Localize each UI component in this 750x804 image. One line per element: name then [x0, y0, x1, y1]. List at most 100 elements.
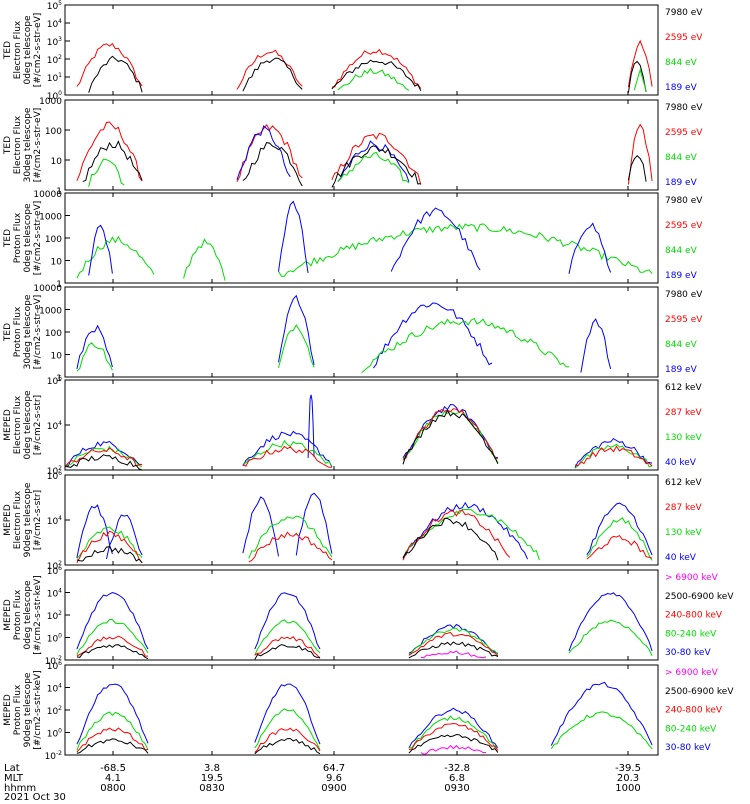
y-tick-label: 1000 [39, 307, 62, 317]
footer-date: 2021 Oct 30 [4, 792, 66, 800]
y-tick-label: 102 [47, 465, 62, 477]
footer-tick-time: 0930 [444, 783, 469, 794]
footer-label-hhmm: hhmm [4, 783, 36, 794]
series-line-3 [76, 722, 499, 753]
y-axis-label: TEDProton Flux0deg telescope[#/cm2-s-str… [3, 201, 43, 276]
legend-entry: 189 eV [665, 178, 698, 188]
panel-6: 102 104 106 MEPEDElectron Flux90deg telesco… [3, 470, 702, 572]
y-axis-label: TEDProton Flux30deg telescope[#/cm2-s-st… [3, 294, 43, 369]
series-line-4 [64, 409, 499, 471]
plot-frame [64, 286, 659, 378]
y-axis-label: TEDElectron Flux0deg telescope[#/cm2-s-s… [3, 13, 43, 88]
legend-entry: 80-240 keV [665, 724, 717, 734]
footer-tick-lat: 3.8 [204, 763, 220, 774]
legend-entry: 7980 eV [665, 290, 703, 300]
panel-7: 10-2 100 102 104 106 MEPEDProton Flux0deg tel… [3, 565, 734, 667]
y-tick-label: 104 [47, 588, 62, 600]
legend-entry: 287 keV [665, 408, 702, 418]
y-tick-label: 10-2 [45, 750, 63, 762]
y-axis-label: MEPEDElectron Flux90deg telescope[#/cm2-… [3, 482, 43, 557]
y-tick-label: 105 [47, 0, 62, 12]
legend-entry: 2500-6900 keV [665, 592, 734, 602]
y-tick-label: 102 [47, 54, 62, 66]
series-line-1 [76, 591, 653, 654]
legend-entry: > 6900 keV [665, 573, 719, 583]
y-tick-label: 104 [47, 515, 62, 527]
footer-tick-mlt: 6.8 [449, 773, 465, 784]
series-line-5 [420, 744, 486, 755]
y-tick-label: 102 [47, 705, 62, 717]
y-tick-label: 100 [47, 728, 62, 740]
legend-entry: 612 keV [665, 383, 702, 393]
series-line-2 [88, 200, 612, 276]
series-line-1 [64, 394, 653, 468]
series-line-1 [76, 223, 653, 281]
plot-frame [64, 192, 659, 284]
y-tick-label: 1 [56, 280, 62, 290]
legend-entry: 40 keV [665, 458, 697, 468]
series-line-1 [76, 39, 653, 90]
series-line-1 [76, 294, 612, 373]
y-axis-label: MEPEDElectron Flux0deg telescope[#/cm2-s… [3, 390, 43, 460]
footer-label-lat: Lat [4, 763, 20, 774]
legend-entry: 287 keV [665, 503, 702, 513]
legend-entry: 189 eV [665, 271, 698, 281]
panel-1: 100 101 102 103 104 105 TEDElectron Flux0deg t… [3, 0, 703, 102]
series-line-4 [76, 733, 499, 755]
legend-entry: 844 eV [665, 340, 698, 350]
footer-tick-time: 0830 [199, 783, 224, 794]
y-tick-label: 10000 [33, 284, 62, 294]
legend-entry: 189 eV [665, 83, 698, 93]
legend-entry: 844 eV [665, 58, 698, 68]
series-line-3 [82, 140, 647, 188]
series-line-2 [76, 317, 570, 374]
y-tick-label: 1 [56, 374, 62, 384]
legend-entry: 7980 eV [665, 103, 703, 113]
legend-entry: 2595 eV [665, 315, 703, 325]
legend-entry: 2595 eV [665, 33, 703, 43]
footer-tick-lat: 64.7 [323, 763, 345, 774]
series-line-3 [64, 408, 653, 468]
footer-tick-lat: -68.5 [100, 763, 126, 774]
legend-entry: 7980 eV [665, 8, 703, 18]
legend-entry: 844 eV [665, 246, 698, 256]
y-tick-label: 104 [47, 683, 62, 695]
plot-frame [64, 569, 659, 661]
series-line-1 [76, 681, 653, 749]
legend-entry: > 6900 keV [665, 668, 719, 678]
legend-entry: 7980 eV [665, 196, 703, 206]
legend-entry: 2595 eV [665, 221, 703, 231]
y-tick-label: 101 [47, 72, 62, 84]
y-axis-label: MEPEDProton Flux0deg telescope[#/cm2-s-s… [3, 575, 43, 654]
footer-tick-mlt: 9.6 [326, 773, 342, 784]
y-axis-label: MEPEDProton Flux90deg telescope[#/cm2-s-… [3, 670, 43, 749]
legend-entry: 844 eV [665, 153, 698, 163]
legend-entry: 130 keV [665, 528, 702, 538]
series-line-5 [420, 650, 487, 659]
panel-8: 10-2 100 102 104 106 MEPEDProton Flux90deg te… [3, 660, 734, 762]
y-tick-label: 10 [51, 258, 63, 268]
series-line-2 [76, 708, 653, 751]
series-line-2 [236, 125, 410, 182]
y-tick-label: 104 [47, 18, 62, 30]
footer-tick-lat: -39.5 [615, 763, 641, 774]
series-line-1 [76, 121, 653, 185]
plot-frame [64, 379, 659, 471]
series-line-1 [76, 492, 653, 560]
y-tick-label: 10 [51, 352, 63, 362]
series-line-2 [76, 619, 653, 657]
series-line-3 [76, 509, 653, 564]
y-tick-label: 103 [47, 36, 62, 48]
legend-entry: 240-800 keV [665, 611, 723, 621]
legend-entry: 30-80 keV [665, 648, 711, 658]
y-tick-label: 10 [51, 157, 63, 167]
legend-entry: 2500-6900 keV [665, 687, 734, 697]
plot-frame [64, 664, 659, 756]
legend-entry: 40 keV [665, 553, 697, 563]
